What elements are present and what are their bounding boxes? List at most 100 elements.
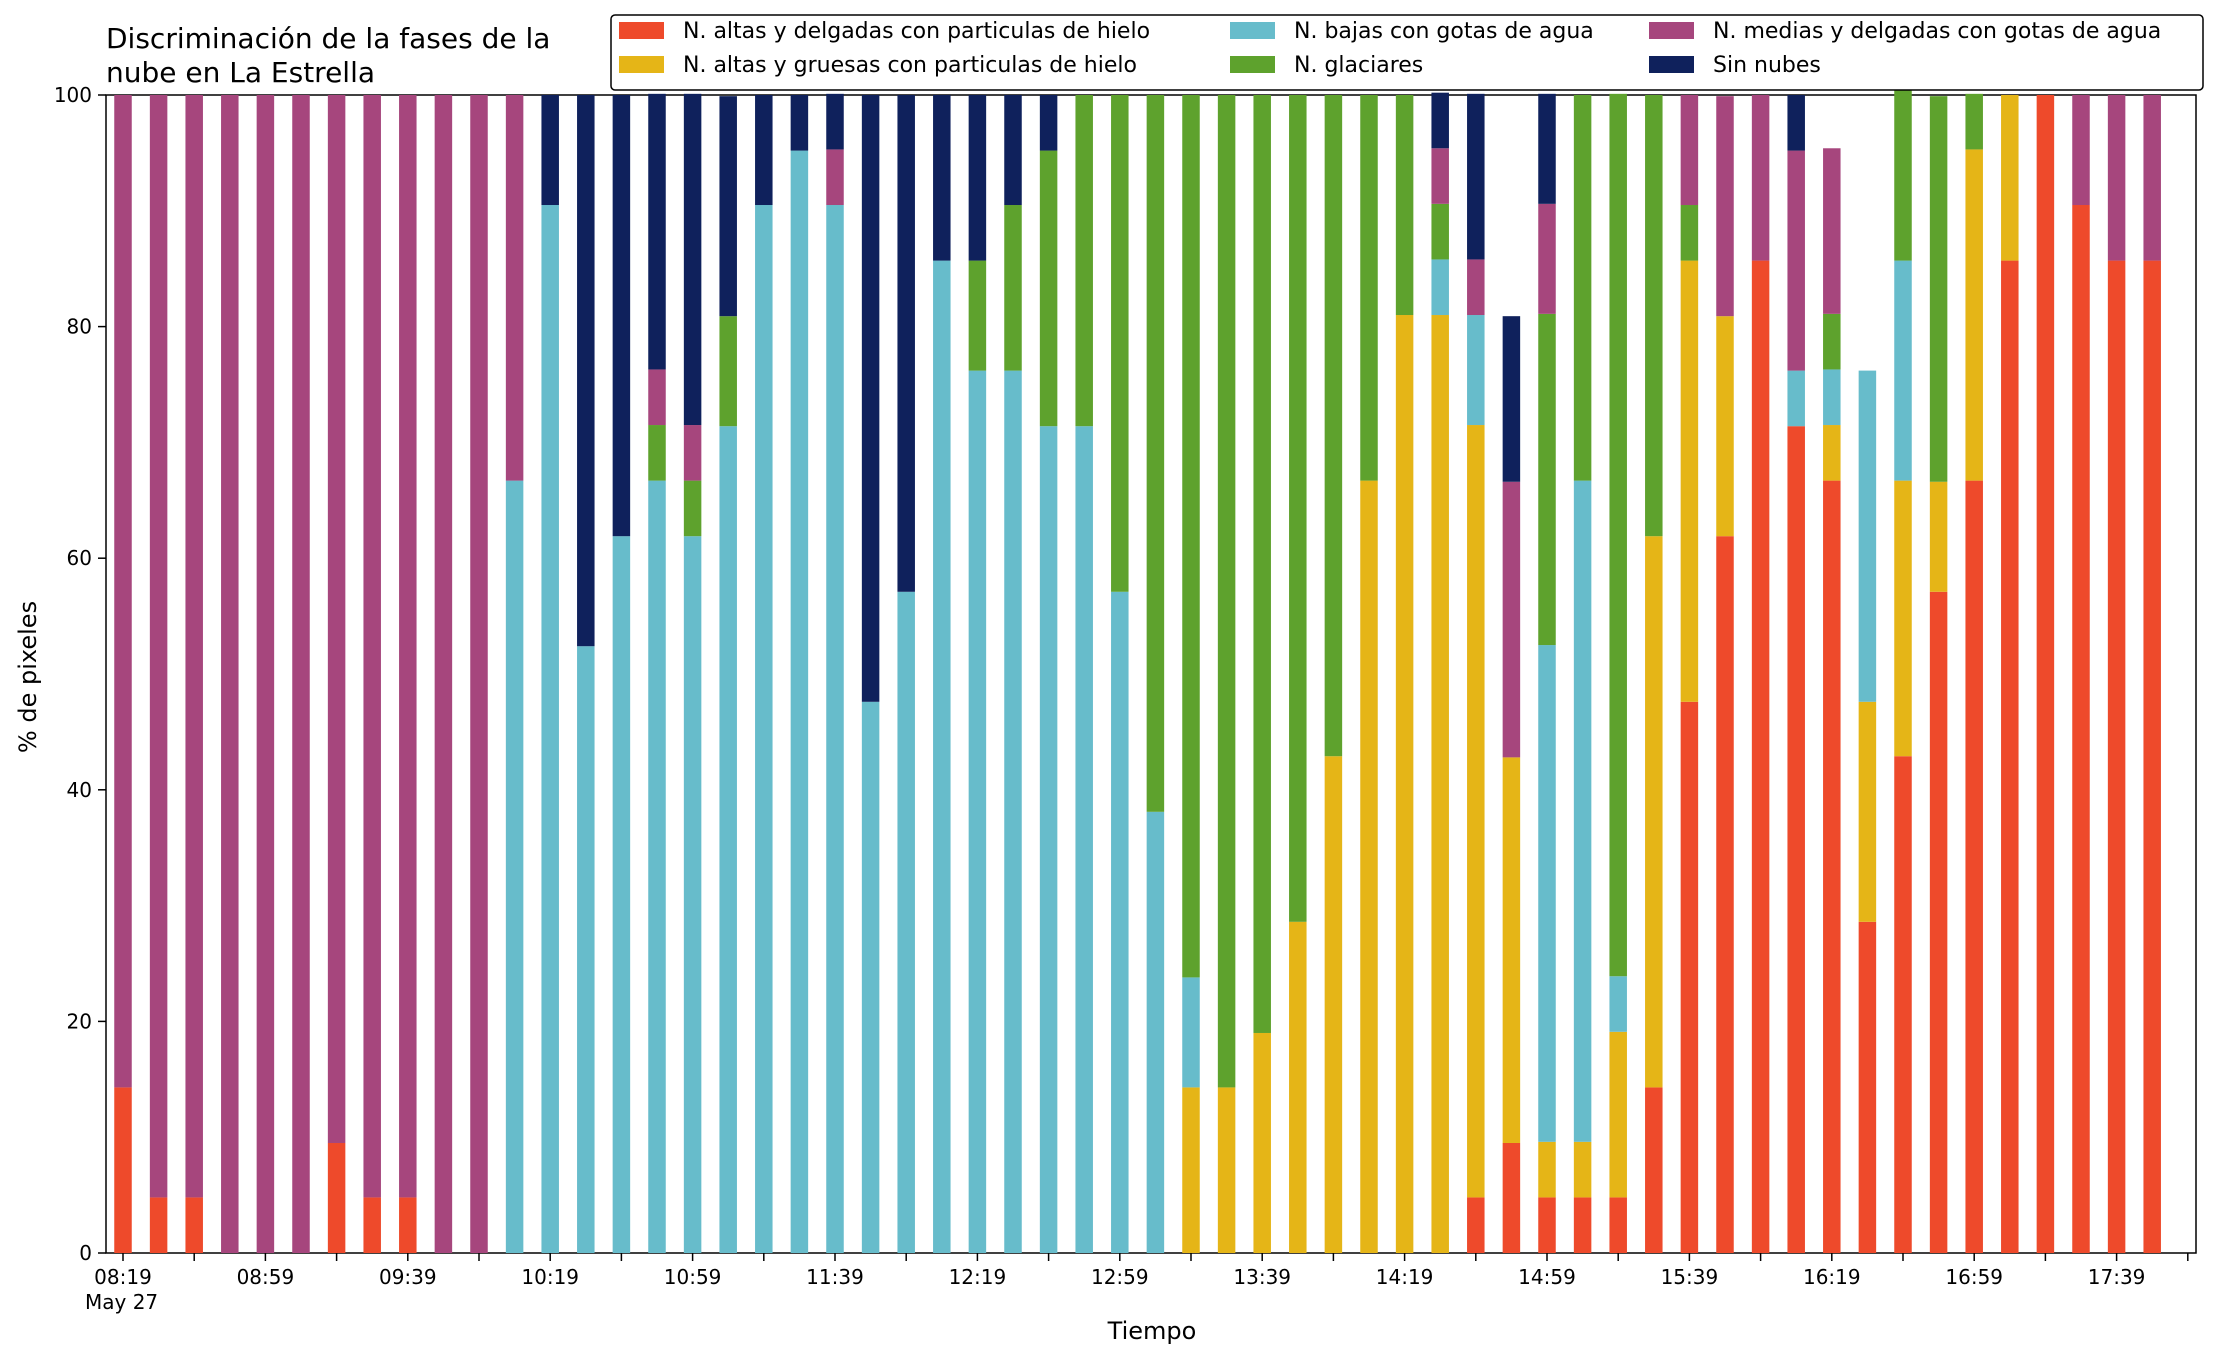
- bar-stack: [2107, 95, 2126, 1253]
- legend-swatch: [619, 56, 664, 73]
- legend-item: Sin nubes: [1649, 53, 1821, 78]
- bar-stack: [470, 95, 488, 1253]
- bar-segment: [1573, 95, 1592, 481]
- bar-segment: [1680, 701, 1699, 1253]
- bar-stack: [577, 95, 595, 1253]
- legend-item: N. medias y delgadas con gotas de agua: [1649, 19, 2161, 44]
- bar-segment: [1004, 205, 1022, 371]
- bar-stack: [1324, 95, 1343, 1253]
- bar-segment: [683, 536, 702, 1253]
- bar-stack: [790, 95, 809, 1254]
- bar-stack: [1467, 93, 1485, 1253]
- bar-segment: [114, 1087, 132, 1253]
- bar-segment: [2143, 95, 2161, 261]
- bar-segment: [1431, 203, 1449, 260]
- bar-segment: [1716, 96, 1734, 317]
- bar-segment: [149, 95, 168, 1198]
- bar-segment: [755, 95, 773, 206]
- bar-segment: [1929, 96, 1948, 482]
- bar-stack: [1680, 95, 1699, 1253]
- y-tick-label: 40: [67, 778, 92, 802]
- bar-segment: [648, 93, 666, 370]
- x-tick-label: 16:59: [1945, 1265, 2003, 1289]
- bar-segment: [683, 480, 702, 537]
- bar-segment: [149, 1197, 168, 1253]
- bar-segment: [1004, 95, 1022, 206]
- bar-segment: [1502, 316, 1521, 482]
- bar-segment: [1965, 149, 1983, 481]
- bar-segment: [541, 205, 559, 1253]
- bar-segment: [1716, 536, 1734, 1253]
- bar-segment: [256, 95, 275, 1253]
- bar-stack: [399, 95, 417, 1253]
- legend-item: N. altas y delgadas con particulas de hi…: [619, 19, 1150, 44]
- bar-segment: [1680, 260, 1699, 702]
- bar-segment: [1823, 313, 1841, 370]
- bar-stack: [968, 95, 987, 1253]
- bar-segment: [897, 591, 915, 1253]
- bar-segment: [577, 95, 595, 647]
- bar-segment: [1609, 1031, 1627, 1198]
- x-tick-label: 12:59: [1091, 1265, 1149, 1289]
- bar-segment: [1645, 95, 1663, 537]
- bar-stack: [185, 95, 203, 1253]
- bar-segment: [1467, 315, 1485, 426]
- bar-segment: [1360, 95, 1378, 481]
- bar-segment: [1894, 260, 1912, 481]
- bar-segment: [683, 93, 702, 426]
- bar-segment: [292, 95, 310, 1253]
- bar-stack: [897, 95, 915, 1253]
- y-tick-label: 100: [54, 83, 92, 107]
- legend-label: N. altas y delgadas con particulas de hi…: [683, 19, 1150, 44]
- bar-segment: [505, 95, 524, 481]
- bar-segment: [1395, 315, 1414, 1253]
- x-tick-date-label: May 27: [85, 1290, 158, 1314]
- bar-stack: [1075, 95, 1093, 1253]
- bar-segment: [1823, 425, 1841, 481]
- legend-label: N. glaciares: [1294, 53, 1423, 78]
- bar-stack: [1111, 95, 1129, 1253]
- legend-label: N. medias y delgadas con gotas de agua: [1713, 19, 2161, 44]
- bar-segment: [648, 480, 666, 1253]
- bar-stack: [1502, 316, 1521, 1253]
- bar-segment: [861, 701, 880, 1253]
- bar-segment: [363, 1197, 381, 1253]
- legend-item: N. bajas con gotas de agua: [1230, 19, 1594, 44]
- legend-swatch: [619, 22, 664, 39]
- bar-segment: [1894, 756, 1912, 1253]
- bar-segment: [399, 95, 417, 1198]
- bar-segment: [1324, 95, 1343, 757]
- x-tick-label: 14:59: [1518, 1265, 1576, 1289]
- bar-segment: [1965, 480, 1983, 1253]
- bar-stack: [683, 93, 702, 1253]
- bar-stack: [1538, 93, 1556, 1253]
- bar-segment: [1324, 756, 1343, 1253]
- bar-segment: [327, 1142, 346, 1253]
- bar-segment: [1111, 95, 1129, 592]
- bar-stack: [612, 95, 631, 1253]
- chart-title-line-2: nube en La Estrella: [106, 56, 375, 89]
- bar-segment: [897, 95, 915, 592]
- bar-segment: [1858, 701, 1877, 922]
- bar-segment: [1858, 370, 1877, 702]
- bar-segment: [1965, 93, 1983, 150]
- bar-segment: [826, 149, 844, 206]
- bar-segment: [612, 536, 631, 1253]
- bar-segment: [1431, 315, 1449, 1253]
- bar-segment: [2036, 95, 2055, 1253]
- bar-stack: [933, 95, 951, 1253]
- bar-stack: [2072, 95, 2090, 1253]
- bar-stack: [2143, 95, 2161, 1253]
- legend-swatch: [1230, 56, 1275, 73]
- bar-segment: [790, 95, 809, 151]
- bar-segment: [1467, 1197, 1485, 1253]
- bar-segment: [1502, 757, 1521, 1143]
- x-tick-label: 10:59: [664, 1265, 722, 1289]
- bar-segment: [1645, 1087, 1663, 1253]
- bar-segment: [185, 1197, 203, 1253]
- bar-segment: [1182, 95, 1200, 978]
- bar-stack: [826, 93, 844, 1253]
- bar-stack: [114, 95, 132, 1253]
- x-axis: 08:19 08:59 09:39 10:19 10:59 11:39 12:19 12:59…: [85, 1253, 2189, 1314]
- bar-segment: [1680, 205, 1699, 261]
